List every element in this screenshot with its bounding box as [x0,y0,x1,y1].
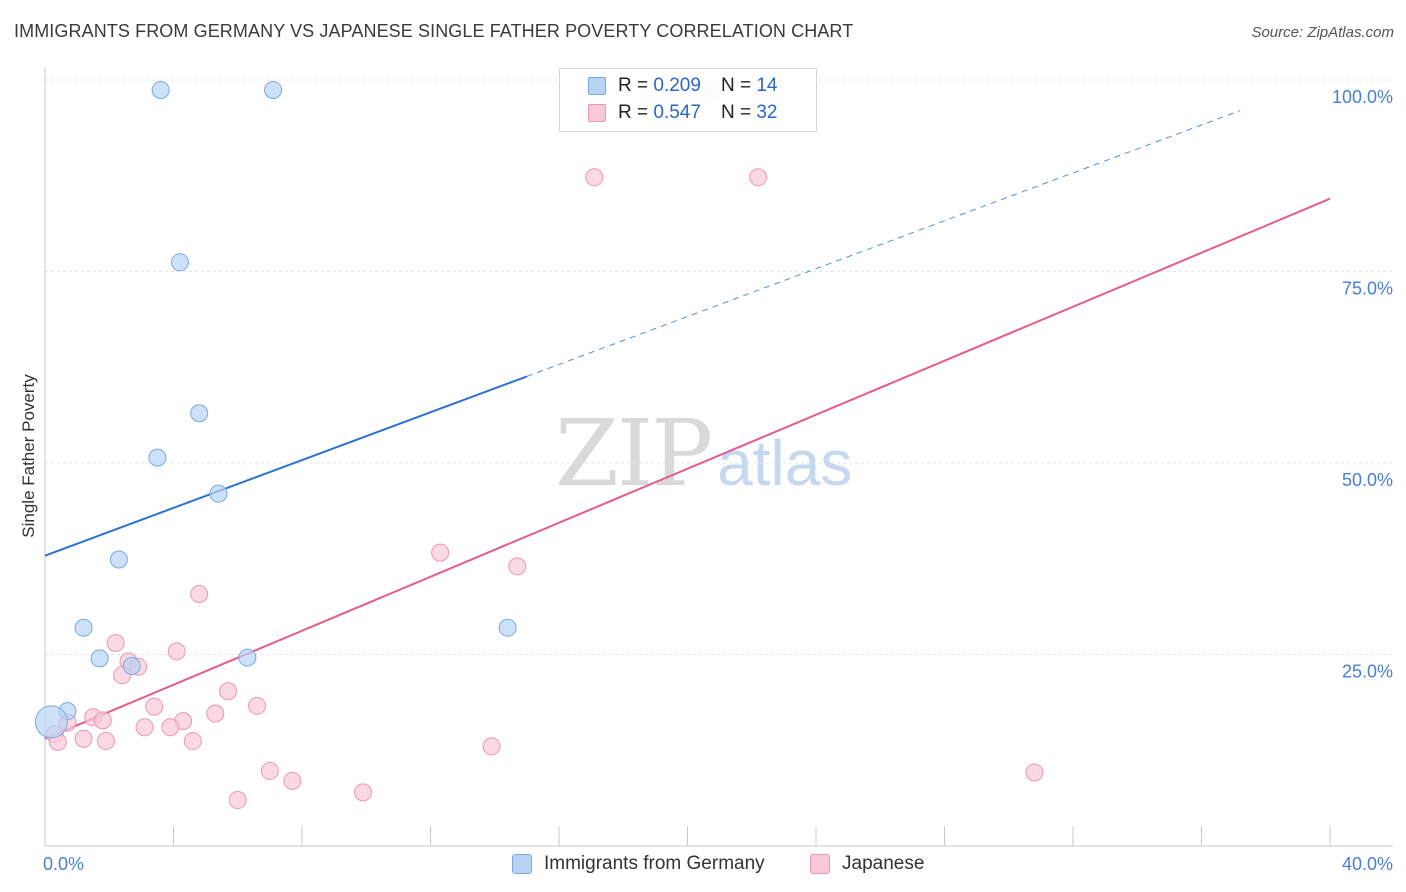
point-germany [109,550,128,569]
legend-swatch-japanese [588,104,606,122]
point-japanese [1025,763,1044,782]
watermark-zip: ZIP [555,400,713,507]
point-japanese [749,168,768,187]
point-japanese [482,737,501,756]
point-japanese [74,729,93,748]
legend-row-germany: R = 0.209 N = 14 [588,74,777,98]
trend-line-germany [44,375,528,557]
point-japanese [431,543,450,562]
point-germany [148,448,167,467]
point-japanese [206,704,225,723]
point-germany [498,618,517,637]
grid-lines [45,79,1393,655]
point-japanese [135,718,154,737]
point-japanese [508,557,527,576]
point-germany [264,80,283,99]
trend-line-japanese [44,197,1331,740]
point-japanese [585,168,604,187]
point-japanese [248,696,267,715]
point-germany [34,705,68,739]
legend-r-value: 0.209 [653,75,701,96]
point-japanese [93,711,112,730]
chart-title: IMMIGRANTS FROM GERMANY VS JAPANESE SING… [14,21,854,41]
point-japanese [167,642,186,661]
point-germany [190,404,209,423]
y-tick-label: 100.0% [1332,87,1393,107]
point-germany [170,253,189,272]
point-japanese [354,783,373,802]
x-tick-label-max: 40.0% [1342,854,1393,874]
legend-n-label: N = [720,75,752,96]
x-tick-label-min: 0.0% [43,854,84,874]
series-legend-japanese[interactable]: Japanese [810,852,924,876]
point-germany [238,648,257,667]
point-japanese [183,732,202,751]
legend-r-value: 0.547 [653,102,701,123]
point-germany [74,618,93,637]
legend-n-value: 32 [756,102,778,123]
axes [44,68,1393,847]
point-japanese [283,771,302,790]
y-tick-labels: 25.0% 50.0% 75.0% 100.0% [1332,87,1393,682]
point-germany [90,649,109,668]
point-japanese [219,682,238,701]
series-swatch-japanese [810,854,830,874]
legend-r-label: R = [618,75,649,96]
point-japanese [190,584,209,603]
point-japanese [161,718,180,737]
correlation-legend: R = 0.209 N = 14 R = 0.547 N = 32 [559,68,817,132]
y-tick-label: 75.0% [1342,279,1393,299]
y-tick-label: 50.0% [1342,470,1393,490]
series-swatch-germany [512,854,532,874]
series-label-japanese: Japanese [842,853,925,874]
legend-r-label: R = [618,102,649,123]
trend-line-extension [526,110,1241,377]
series-legend-germany[interactable]: Immigrants from Germany [512,852,765,876]
y-tick-label: 25.0% [1342,662,1393,682]
trend-lines [44,110,1331,740]
point-germany [151,80,170,99]
point-germany [122,656,141,675]
series-label-germany: Immigrants from Germany [544,853,765,874]
point-germany [209,484,228,503]
legend-n-value: 14 [756,75,778,96]
x-ticks [44,826,1331,846]
point-japanese [228,791,247,810]
point-japanese [97,732,116,751]
point-japanese [260,761,279,780]
watermark: ZIPatlas [555,400,852,507]
point-japanese [145,697,164,716]
legend-swatch-germany [588,77,606,95]
legend-n-label: N = [720,102,752,123]
y-axis-label: Single Father Poverty [19,374,38,538]
point-japanese [106,634,125,653]
data-points [34,80,1044,810]
source-credit: Source: ZipAtlas.com [1251,24,1394,41]
legend-row-japanese: R = 0.547 N = 32 [588,101,777,125]
